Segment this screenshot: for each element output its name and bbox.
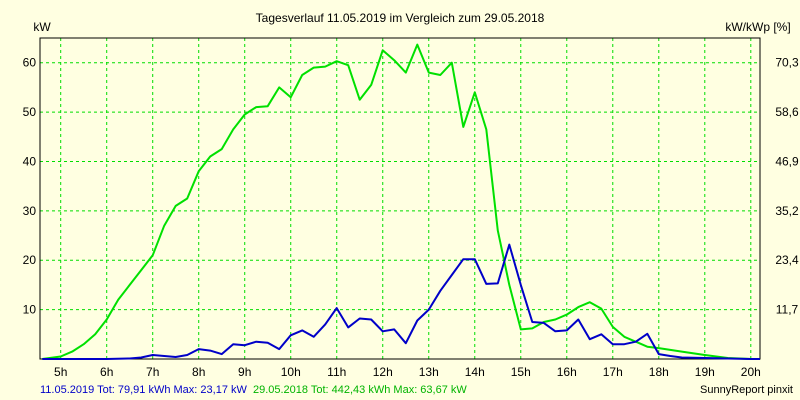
x-tick-label: 6h [100, 365, 113, 379]
x-tick-label: 20h [741, 365, 761, 379]
series-layer [42, 43, 760, 360]
legend-footer: 11.05.2019 Tot: 79,91 kWh Max: 23,17 kW … [40, 384, 467, 396]
y-tick-label-left: 20 [23, 253, 37, 267]
y-tick-label-right: 46,9 [775, 154, 799, 168]
series-line-11.05.2019 [42, 243, 760, 360]
y-tick-label-right: 11,7 [776, 303, 799, 317]
x-tick-label: 13h [419, 365, 439, 379]
x-tick-label: 16h [557, 365, 577, 379]
x-ticks: 5h 6h 7h 8h 9h 10h 11h 12h 13h 14h 15h 16h 17h 18h 19h… [54, 365, 761, 379]
y-tick-label-left: 10 [23, 303, 37, 317]
y-tick-label-left: 60 [23, 56, 37, 70]
y-tick-label-right: 70,3 [775, 56, 799, 70]
y-tick-label-right: 35,2 [775, 204, 799, 218]
credit-text: SunnyReport pinxit [700, 384, 793, 396]
x-tick-label: 7h [146, 365, 159, 379]
y-tick-label-right: 58,6 [775, 105, 799, 119]
x-tick-label: 12h [373, 365, 393, 379]
y-tick-label-left: 50 [23, 105, 37, 119]
y-tick-label-left: 40 [23, 154, 37, 168]
y-ticks-right: 11,7 23,4 35,2 46,9 58,6 70,3 [775, 56, 799, 317]
y-ticks-left: 10 20 30 40 50 60 [23, 56, 37, 317]
grid-lines [40, 38, 760, 359]
y-axis-left-label: kW [33, 20, 51, 34]
x-tick-label: 15h [511, 365, 531, 379]
legend-series-1-summary: 11.05.2019 Tot: 79,91 kWh Max: 23,17 kW [40, 384, 247, 396]
y-tick-label-right: 23,4 [775, 253, 799, 267]
chart-title: Tagesverlauf 11.05.2019 im Vergleich zum… [256, 11, 545, 25]
x-tick-label: 8h [192, 365, 205, 379]
y-tick-label-left: 30 [23, 204, 37, 218]
x-tick-label: 18h [649, 365, 669, 379]
legend-series-2-summary: 29.05.2018 Tot: 442,43 kWh Max: 63,67 kW [253, 384, 467, 396]
x-tick-label: 17h [603, 365, 623, 379]
x-tick-label: 5h [54, 365, 67, 379]
plot-area [40, 38, 760, 359]
y-axis-right-label: kW/kWp [%] [725, 20, 790, 34]
x-tick-label: 11h [327, 365, 346, 379]
x-tick-label: 9h [238, 365, 251, 379]
series-line-29.05.2018 [42, 43, 760, 360]
x-tick-label: 10h [281, 365, 301, 379]
x-tick-label: 14h [465, 365, 485, 379]
x-tick-label: 19h [695, 365, 715, 379]
plot-frame [39, 37, 761, 360]
